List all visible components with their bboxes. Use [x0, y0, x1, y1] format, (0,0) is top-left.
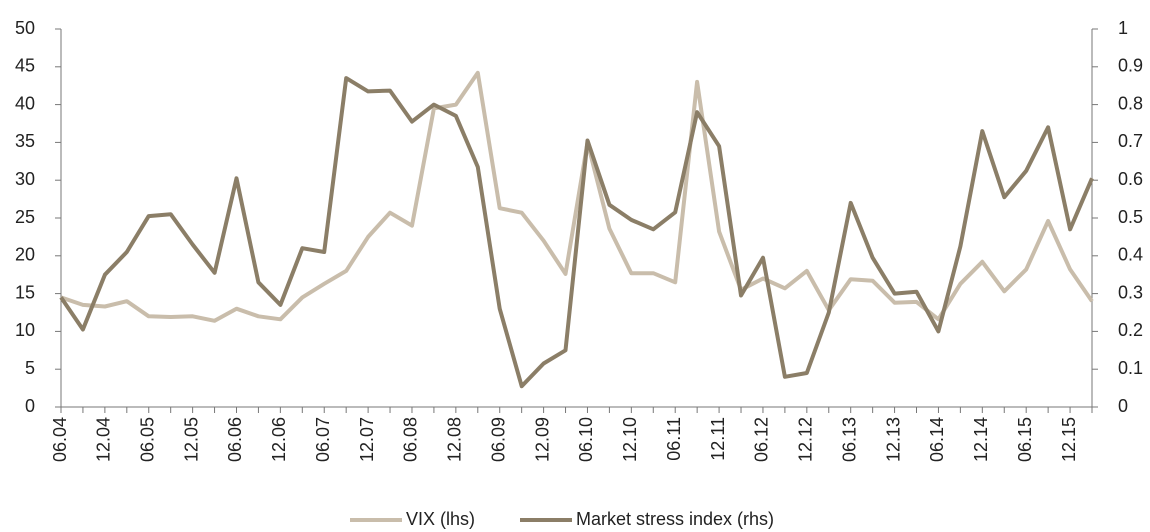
y2-tick-label: 0.4	[1118, 245, 1143, 265]
y-tick-label: 45	[15, 56, 35, 76]
x-tick-label: 06.09	[488, 417, 508, 462]
y2-tick-label: 0.9	[1118, 56, 1143, 76]
x-tick-label: 12.12	[796, 417, 816, 462]
y-tick-label: 30	[15, 169, 35, 189]
x-tick-label: 06.06	[225, 417, 245, 462]
y-tick-label: 10	[15, 320, 35, 340]
y-tick-label: 20	[15, 245, 35, 265]
x-tick-label: 12.06	[269, 417, 289, 462]
x-tick-label: 12.08	[445, 417, 465, 462]
x-tick-label: 06.08	[401, 417, 421, 462]
y-tick-label: 15	[15, 282, 35, 302]
y-tick-label: 5	[25, 358, 35, 378]
x-tick-label: 12.05	[181, 417, 201, 462]
x-tick-label: 12.07	[357, 417, 377, 462]
x-tick-label: 06.13	[839, 417, 859, 462]
y2-tick-label: 0.8	[1118, 93, 1143, 113]
x-tick-label: 06.11	[664, 417, 684, 461]
legend-label: Market stress index (rhs)	[576, 509, 774, 529]
y2-tick-label: 0.6	[1118, 169, 1143, 189]
x-tick-label: 12.14	[971, 417, 991, 462]
x-tick-label: 12.09	[532, 417, 552, 462]
y-tick-label: 40	[15, 93, 35, 113]
y-tick-label: 50	[15, 18, 35, 38]
y2-tick-label: 0.1	[1118, 358, 1143, 378]
x-tick-label: 06.10	[576, 417, 596, 462]
y2-tick-label: 0.2	[1118, 320, 1143, 340]
x-tick-label: 06.12	[752, 417, 772, 462]
x-tick-label: 06.04	[50, 417, 70, 462]
x-tick-label: 06.14	[927, 417, 947, 462]
x-tick-label: 12.04	[94, 417, 114, 462]
y-tick-label: 0	[25, 396, 35, 416]
y2-tick-label: 0.3	[1118, 282, 1143, 302]
series-line	[60, 70, 1094, 323]
y-tick-label: 35	[15, 131, 35, 151]
y2-tick-label: 0.5	[1118, 207, 1143, 227]
x-tick-label: 06.07	[313, 417, 333, 462]
x-tick-label: 06.15	[1015, 417, 1035, 462]
x-tick-label: 12.13	[883, 417, 903, 462]
x-tick-label: 06.05	[137, 417, 157, 462]
y2-tick-label: 1	[1118, 18, 1128, 38]
legend-label: VIX (lhs)	[406, 509, 475, 529]
y2-tick-label: 0	[1118, 396, 1128, 416]
y2-tick-label: 0.7	[1118, 131, 1143, 151]
series-line	[59, 76, 1094, 389]
y-tick-label: 25	[15, 207, 35, 227]
x-tick-label: 12.15	[1059, 417, 1079, 462]
x-tick-label: 12.11	[708, 417, 728, 461]
x-tick-label: 12.10	[620, 417, 640, 462]
